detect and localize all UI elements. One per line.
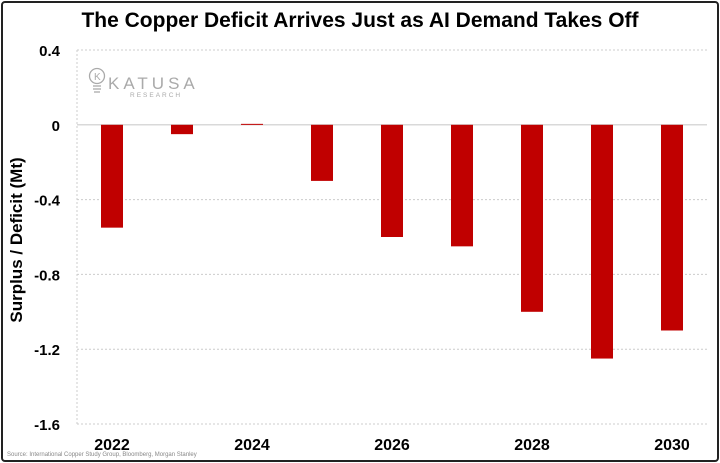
y-tick-label: 0: [52, 118, 60, 135]
bar-2022: [101, 124, 123, 228]
logo-sub: RESEARCH: [130, 92, 183, 99]
bar-2023: [171, 124, 193, 135]
x-tick-label: 2026: [374, 437, 410, 454]
y-tick-label: -1.6: [34, 417, 60, 434]
bar-2027: [451, 124, 473, 247]
lightbulb-icon: K: [88, 67, 106, 93]
bar-2026: [381, 124, 403, 237]
x-tick-label: 2024: [234, 437, 270, 454]
x-tick-label: 2030: [654, 437, 690, 454]
y-tick-label: -0.8: [34, 267, 60, 284]
bar-2024: [241, 123, 263, 125]
x-tick-label: 2022: [94, 437, 130, 454]
svg-text:K: K: [94, 72, 101, 83]
logo-name: KATUSA: [108, 74, 199, 93]
chart-title: The Copper Deficit Arrives Just as AI De…: [81, 9, 639, 32]
y-tick-label: 0.4: [39, 43, 61, 60]
y-tick-label: -0.4: [34, 193, 61, 210]
bar-2030: [661, 124, 683, 331]
bar-2029: [591, 124, 613, 359]
bar-2025: [311, 124, 333, 181]
bar-2028: [521, 124, 543, 312]
source-note: Source: International Copper Study Group…: [7, 452, 197, 458]
x-tick-label: 2028: [514, 437, 550, 454]
y-tick-label: -1.2: [34, 342, 60, 359]
